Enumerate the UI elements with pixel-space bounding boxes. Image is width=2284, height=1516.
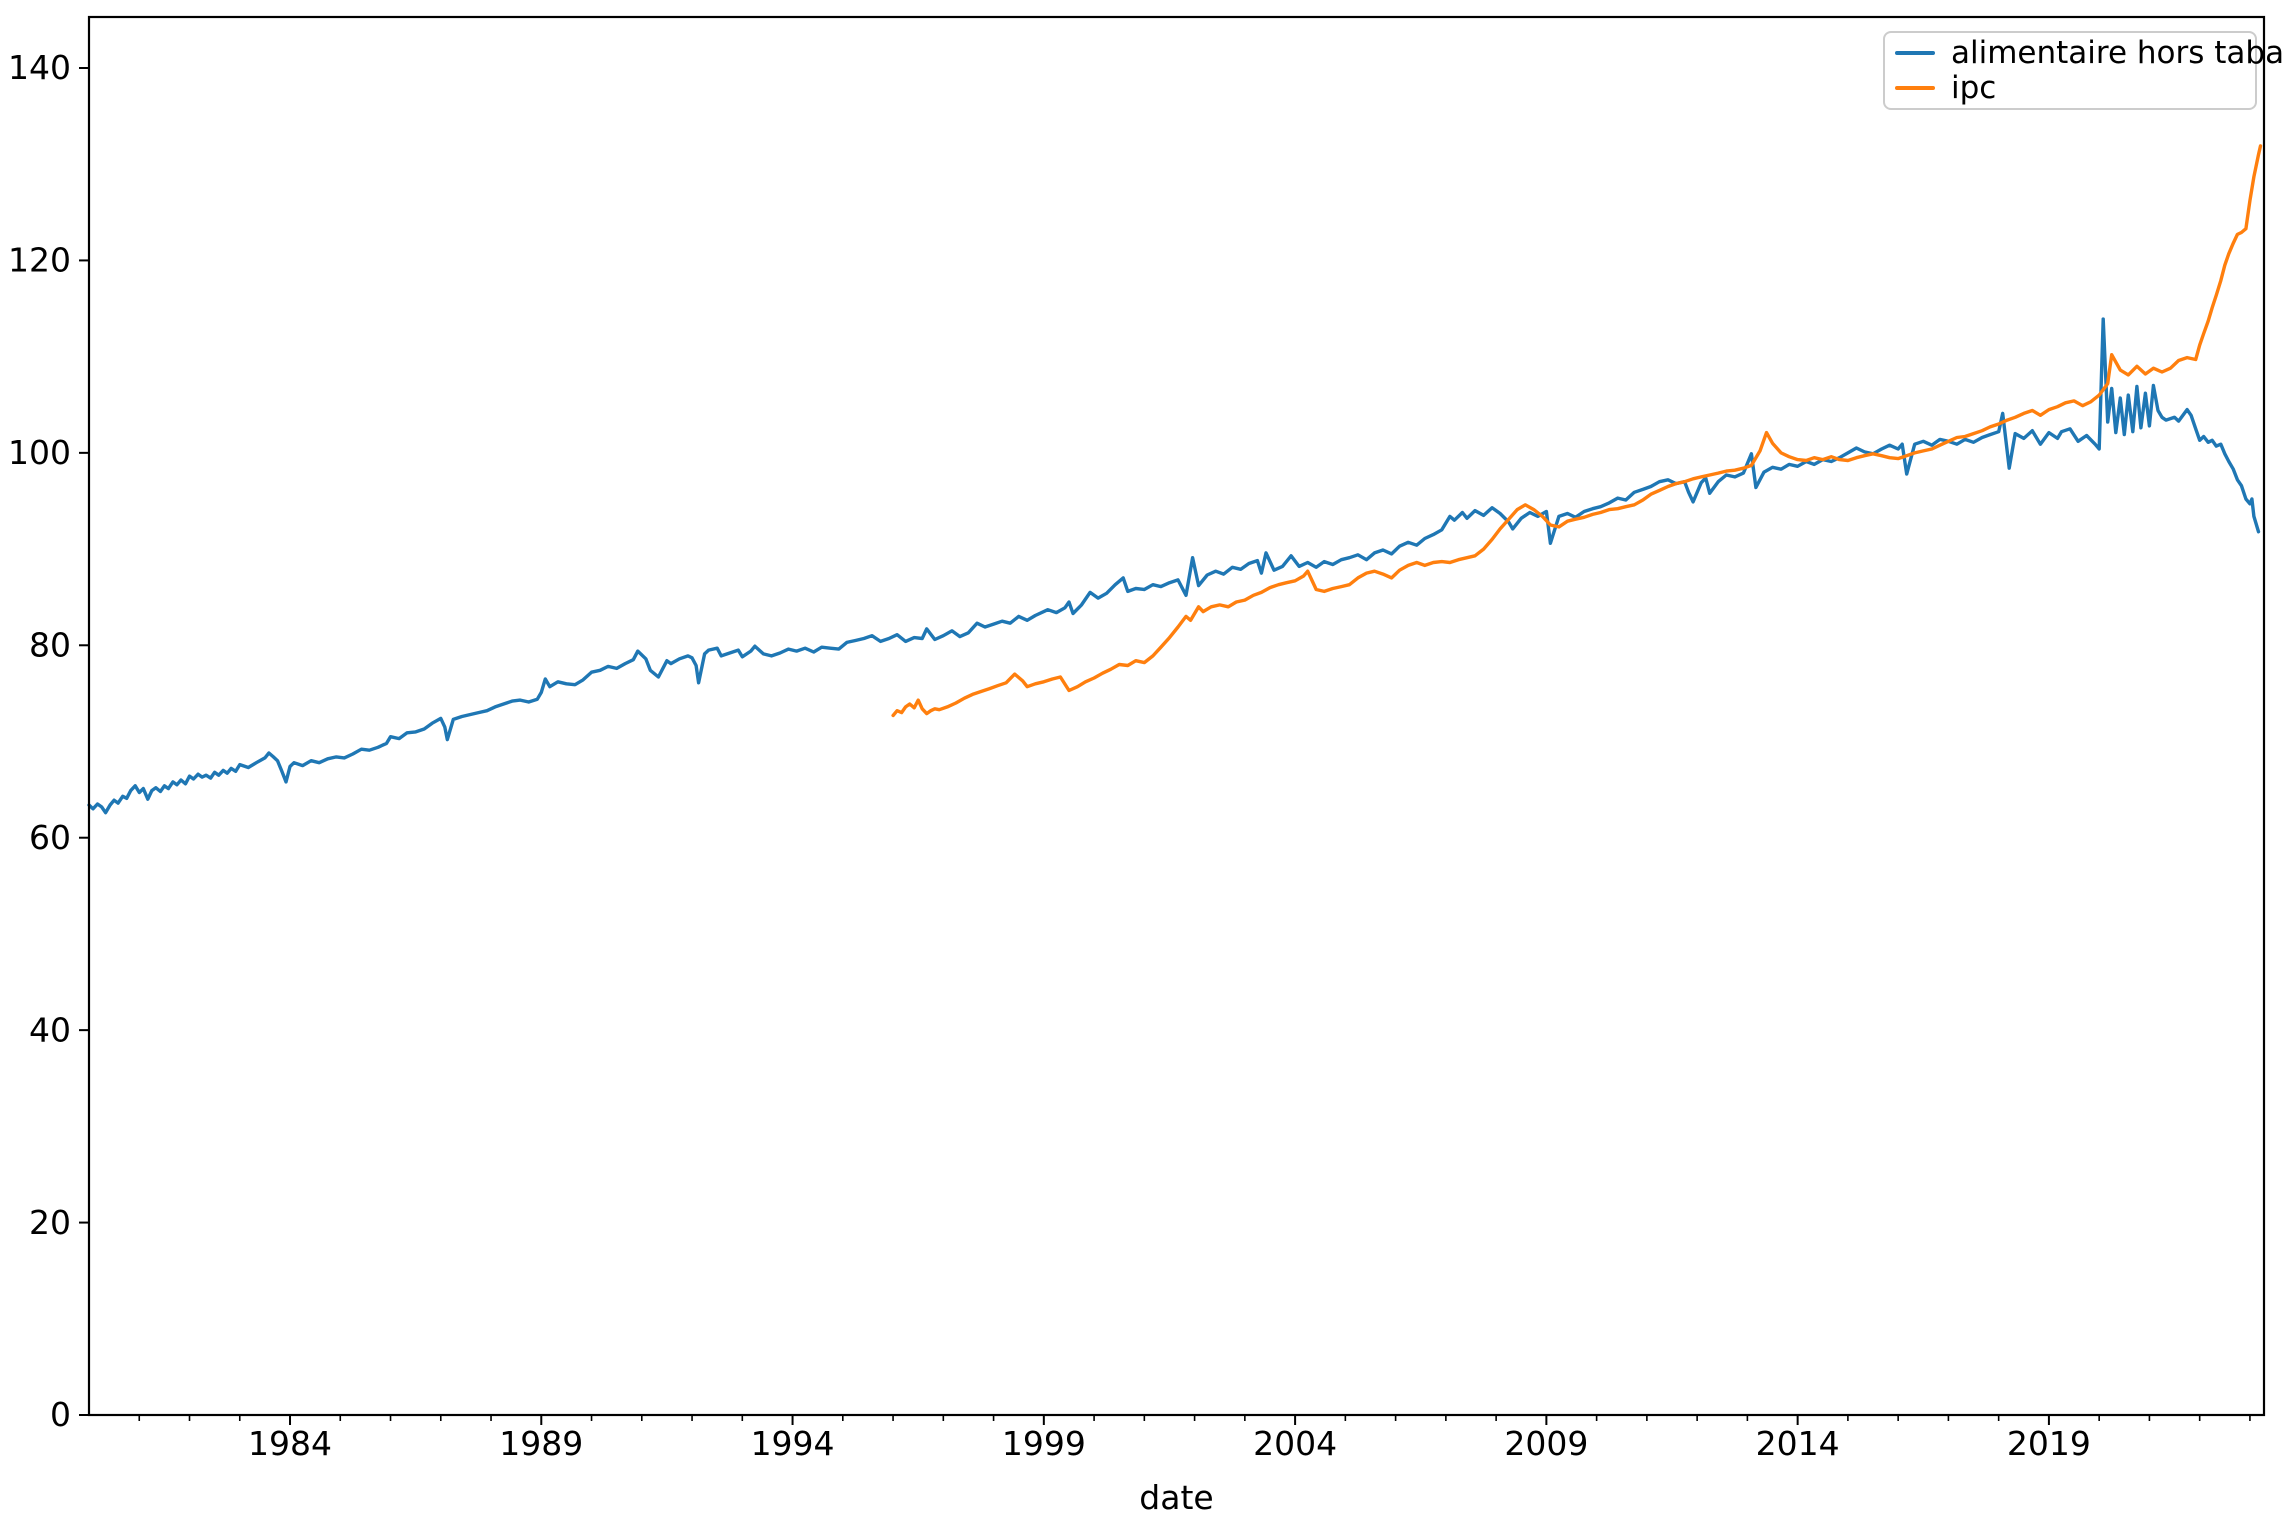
y-tick-label: 100 [8, 433, 71, 472]
x-tick-label: 2019 [2007, 1424, 2091, 1463]
legend-entry-alimentaire-hors-tabac: alimentaire hors tabac [1895, 36, 2284, 70]
y-tick-label: 120 [8, 241, 71, 280]
x-tick-label: 1999 [1002, 1424, 1086, 1463]
y-tick-label: 20 [29, 1203, 71, 1242]
y-tick-label: 60 [29, 818, 71, 857]
legend: alimentaire hors tabac ipc [1883, 31, 2284, 110]
x-tick-label: 1994 [751, 1424, 835, 1463]
x-tick-label: 1984 [248, 1424, 332, 1463]
series-line-ipc [891, 144, 2263, 718]
x-tick-label: 2009 [1504, 1424, 1588, 1463]
y-tick-label: 140 [8, 48, 71, 87]
legend-label-ipc: ipc [1951, 69, 1997, 106]
axes-frame [87, 15, 2266, 1417]
series-line-alimentaire-hors-tabac [87, 317, 2261, 815]
x-tick-label: 2004 [1253, 1424, 1337, 1463]
y-tick-label: 80 [29, 626, 71, 665]
legend-label-alimentaire-hors-tabac: alimentaire hors tabac [1951, 34, 2284, 71]
legend-entry-ipc: ipc [1895, 71, 2245, 105]
legend-line-sample-orange [1895, 86, 1935, 91]
x-tick-label: 1989 [499, 1424, 583, 1463]
legend-line-sample-blue [1895, 50, 1935, 55]
x-axis-title: date [1139, 1478, 1214, 1516]
y-tick-label: 40 [29, 1010, 71, 1049]
y-tick-label: 0 [50, 1395, 71, 1434]
x-tick-label: 2014 [1756, 1424, 1840, 1463]
